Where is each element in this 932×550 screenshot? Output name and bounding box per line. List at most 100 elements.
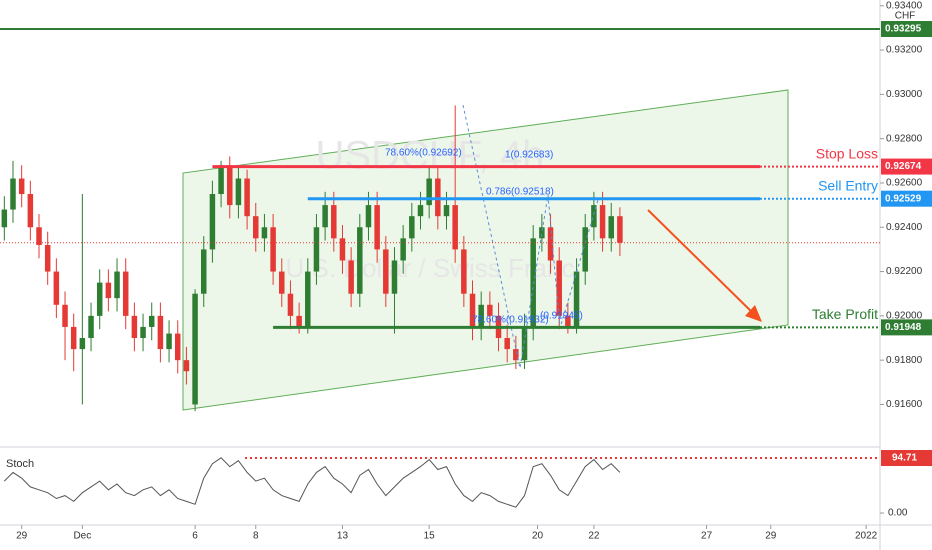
- x-tick-label: 6: [192, 531, 198, 542]
- y-tick-label: 0.93000: [886, 89, 923, 100]
- y-tick-label: 0.92200: [886, 266, 923, 277]
- candle-body: [617, 216, 623, 243]
- fib-pattern: [462, 104, 599, 369]
- candle-body: [18, 178, 25, 195]
- candle-body: [122, 271, 129, 316]
- candle-body: [27, 194, 34, 228]
- stoch-level-box: [881, 450, 932, 467]
- candle-body: [357, 227, 363, 294]
- level-name: Stop Loss: [816, 145, 878, 161]
- candle-body: [322, 205, 328, 228]
- candle-body: [36, 227, 42, 245]
- candle-body: [70, 326, 77, 350]
- candle-body: [374, 205, 380, 250]
- y-tick-label: 0.91800: [886, 355, 923, 366]
- candle-body: [166, 333, 172, 350]
- level-box: [881, 158, 932, 175]
- candle-body: [140, 326, 146, 339]
- level-name: Sell Entry: [818, 177, 878, 193]
- candle-body: [443, 205, 450, 217]
- candle-body: [235, 178, 242, 206]
- candle-body: [461, 249, 467, 294]
- fib-label: (0.91945): [540, 311, 583, 322]
- candle-body: [331, 205, 337, 239]
- candle-body: [296, 315, 302, 327]
- candle-body: [417, 205, 424, 217]
- candle-body: [88, 315, 94, 339]
- candle-body: [504, 338, 510, 350]
- candle-body: [409, 216, 415, 239]
- candle-body: [591, 205, 597, 228]
- y-tick-label: 0.92400: [886, 222, 923, 233]
- candle-body: [244, 178, 250, 217]
- x-tick-label: Dec: [73, 531, 91, 542]
- y-tick-label: 0.93400: [886, 0, 923, 11]
- candle-body: [599, 205, 606, 239]
- candle-body: [105, 282, 112, 299]
- candle-body: [478, 304, 484, 327]
- candle-body: [452, 205, 458, 250]
- fib-label: 0.786(0.92518): [486, 187, 554, 198]
- level-box: [881, 190, 932, 207]
- candle-body: [218, 165, 224, 195]
- candle-body: [530, 238, 536, 327]
- candle-body: [547, 227, 554, 261]
- candle-body: [565, 315, 571, 327]
- fib-label: 78.60%(0.91932): [472, 315, 549, 326]
- x-tick-label: 22: [588, 531, 600, 542]
- candle-body: [157, 315, 164, 350]
- level-value: 0.92529: [885, 193, 922, 204]
- candle-body: [261, 227, 268, 239]
- x-tick-label: 13: [337, 531, 349, 542]
- stoch-label: Stoch: [6, 458, 34, 470]
- y-tick-label: 0.92600: [886, 178, 923, 189]
- candle-body: [79, 338, 86, 350]
- candle-body: [174, 333, 181, 361]
- x-tick-label: 2022: [855, 531, 878, 542]
- candle-body: [10, 178, 16, 210]
- x-tick-label: 27: [701, 531, 713, 542]
- candle-body: [513, 349, 519, 361]
- candle-body: [426, 178, 432, 206]
- candle-body: [539, 227, 545, 239]
- candle-body: [148, 315, 155, 327]
- y-tick-label: 0.93200: [886, 45, 923, 56]
- candle-body: [279, 271, 285, 294]
- candle-body: [313, 227, 320, 272]
- candle-body: [391, 260, 398, 294]
- candles: [1, 105, 623, 412]
- candle-body: [1, 209, 8, 228]
- candle-body: [270, 227, 276, 272]
- candle-body: [114, 271, 120, 299]
- candle-body: [608, 216, 614, 239]
- fib-label: 78.60%(0.92692): [385, 148, 462, 159]
- candle-body: [192, 293, 198, 405]
- watermark-symbol: USDCHF, 4h: [316, 134, 545, 178]
- y-tick-label: 0.92000: [886, 311, 923, 322]
- x-tick-label: 15: [424, 531, 436, 542]
- x-tick-label: 8: [253, 531, 259, 542]
- candle-body: [383, 249, 389, 294]
- candle-body: [131, 315, 138, 339]
- arrow: [647, 209, 759, 319]
- candle-body: [183, 360, 190, 372]
- candle-body: [469, 293, 476, 327]
- x-tick-label: 29: [765, 531, 777, 542]
- candle-body: [305, 271, 311, 327]
- level-box: [881, 21, 932, 38]
- candle-body: [521, 326, 528, 361]
- candle-body: [227, 165, 233, 206]
- candle-body: [365, 205, 372, 228]
- y-tick-label: 0.91600: [886, 399, 923, 410]
- candle-body: [200, 249, 207, 294]
- level-name: Take Profit: [812, 306, 878, 322]
- x-tick-label: 20: [532, 531, 544, 542]
- candle-body: [556, 260, 562, 316]
- candle-body: [573, 271, 580, 327]
- level-value: 0.93295: [885, 24, 922, 35]
- arrow-head: [745, 305, 762, 322]
- candle-body: [287, 293, 294, 316]
- candle-body: [209, 194, 216, 250]
- x-tick-label: 29: [16, 531, 28, 542]
